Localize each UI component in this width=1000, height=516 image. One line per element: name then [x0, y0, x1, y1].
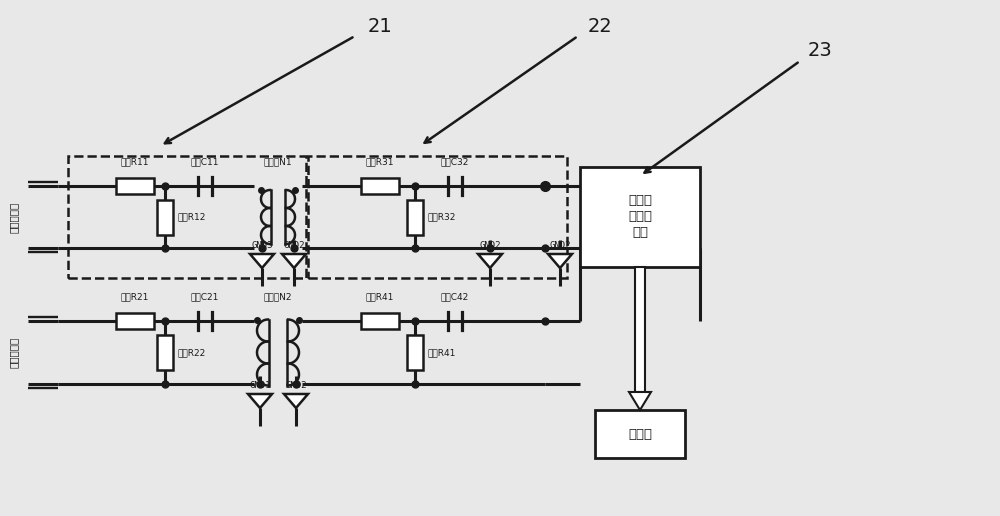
Text: 电阻R21: 电阻R21 — [121, 292, 149, 301]
Text: 变压器N1: 变压器N1 — [264, 157, 292, 166]
Text: 电阻R22: 电阻R22 — [177, 348, 205, 357]
Text: 左声道输入: 左声道输入 — [9, 201, 19, 233]
Text: 电容C32: 电容C32 — [441, 157, 469, 166]
Bar — [116, 313, 154, 329]
Text: 电阻R12: 电阻R12 — [177, 213, 205, 221]
Text: 信号: 信号 — [632, 227, 648, 239]
Text: GND2: GND2 — [479, 241, 501, 250]
Text: 右声道输入: 右声道输入 — [9, 337, 19, 368]
Text: GND2: GND2 — [283, 241, 305, 250]
Text: 电阻R11: 电阻R11 — [121, 157, 149, 166]
Text: GND2: GND2 — [285, 381, 307, 390]
Bar — [308, 156, 567, 278]
Text: 电容C42: 电容C42 — [441, 292, 469, 301]
Bar — [635, 267, 645, 392]
Polygon shape — [282, 254, 306, 268]
Bar — [157, 200, 173, 234]
Text: 路噪声: 路噪声 — [628, 211, 652, 223]
Bar — [361, 313, 399, 329]
Polygon shape — [284, 394, 308, 408]
Text: GND3: GND3 — [251, 241, 273, 250]
Polygon shape — [548, 254, 572, 268]
Text: 23: 23 — [808, 41, 832, 60]
Bar — [580, 167, 700, 267]
Text: 21: 21 — [368, 17, 392, 36]
Text: 电阻R32: 电阻R32 — [427, 213, 455, 221]
Bar — [68, 156, 306, 278]
Bar — [407, 200, 423, 234]
Polygon shape — [629, 392, 651, 410]
Polygon shape — [478, 254, 502, 268]
Bar — [157, 335, 173, 370]
Text: GND2: GND2 — [549, 241, 571, 250]
Text: 变压器N2: 变压器N2 — [264, 292, 292, 301]
Text: 22: 22 — [588, 17, 612, 36]
Text: 电容C21: 电容C21 — [191, 292, 219, 301]
Text: 处理器: 处理器 — [628, 427, 652, 441]
Text: 电阻R41: 电阻R41 — [427, 348, 455, 357]
Bar — [595, 410, 685, 458]
Bar — [116, 178, 154, 194]
Polygon shape — [248, 394, 272, 408]
Text: 电阻R41: 电阻R41 — [366, 292, 394, 301]
Text: GND1: GND1 — [249, 381, 271, 390]
Text: 电容C11: 电容C11 — [191, 157, 219, 166]
Polygon shape — [250, 254, 274, 268]
Text: 形成一: 形成一 — [628, 195, 652, 207]
Bar — [361, 178, 399, 194]
Text: 电阻R31: 电阻R31 — [366, 157, 394, 166]
Bar — [407, 335, 423, 370]
